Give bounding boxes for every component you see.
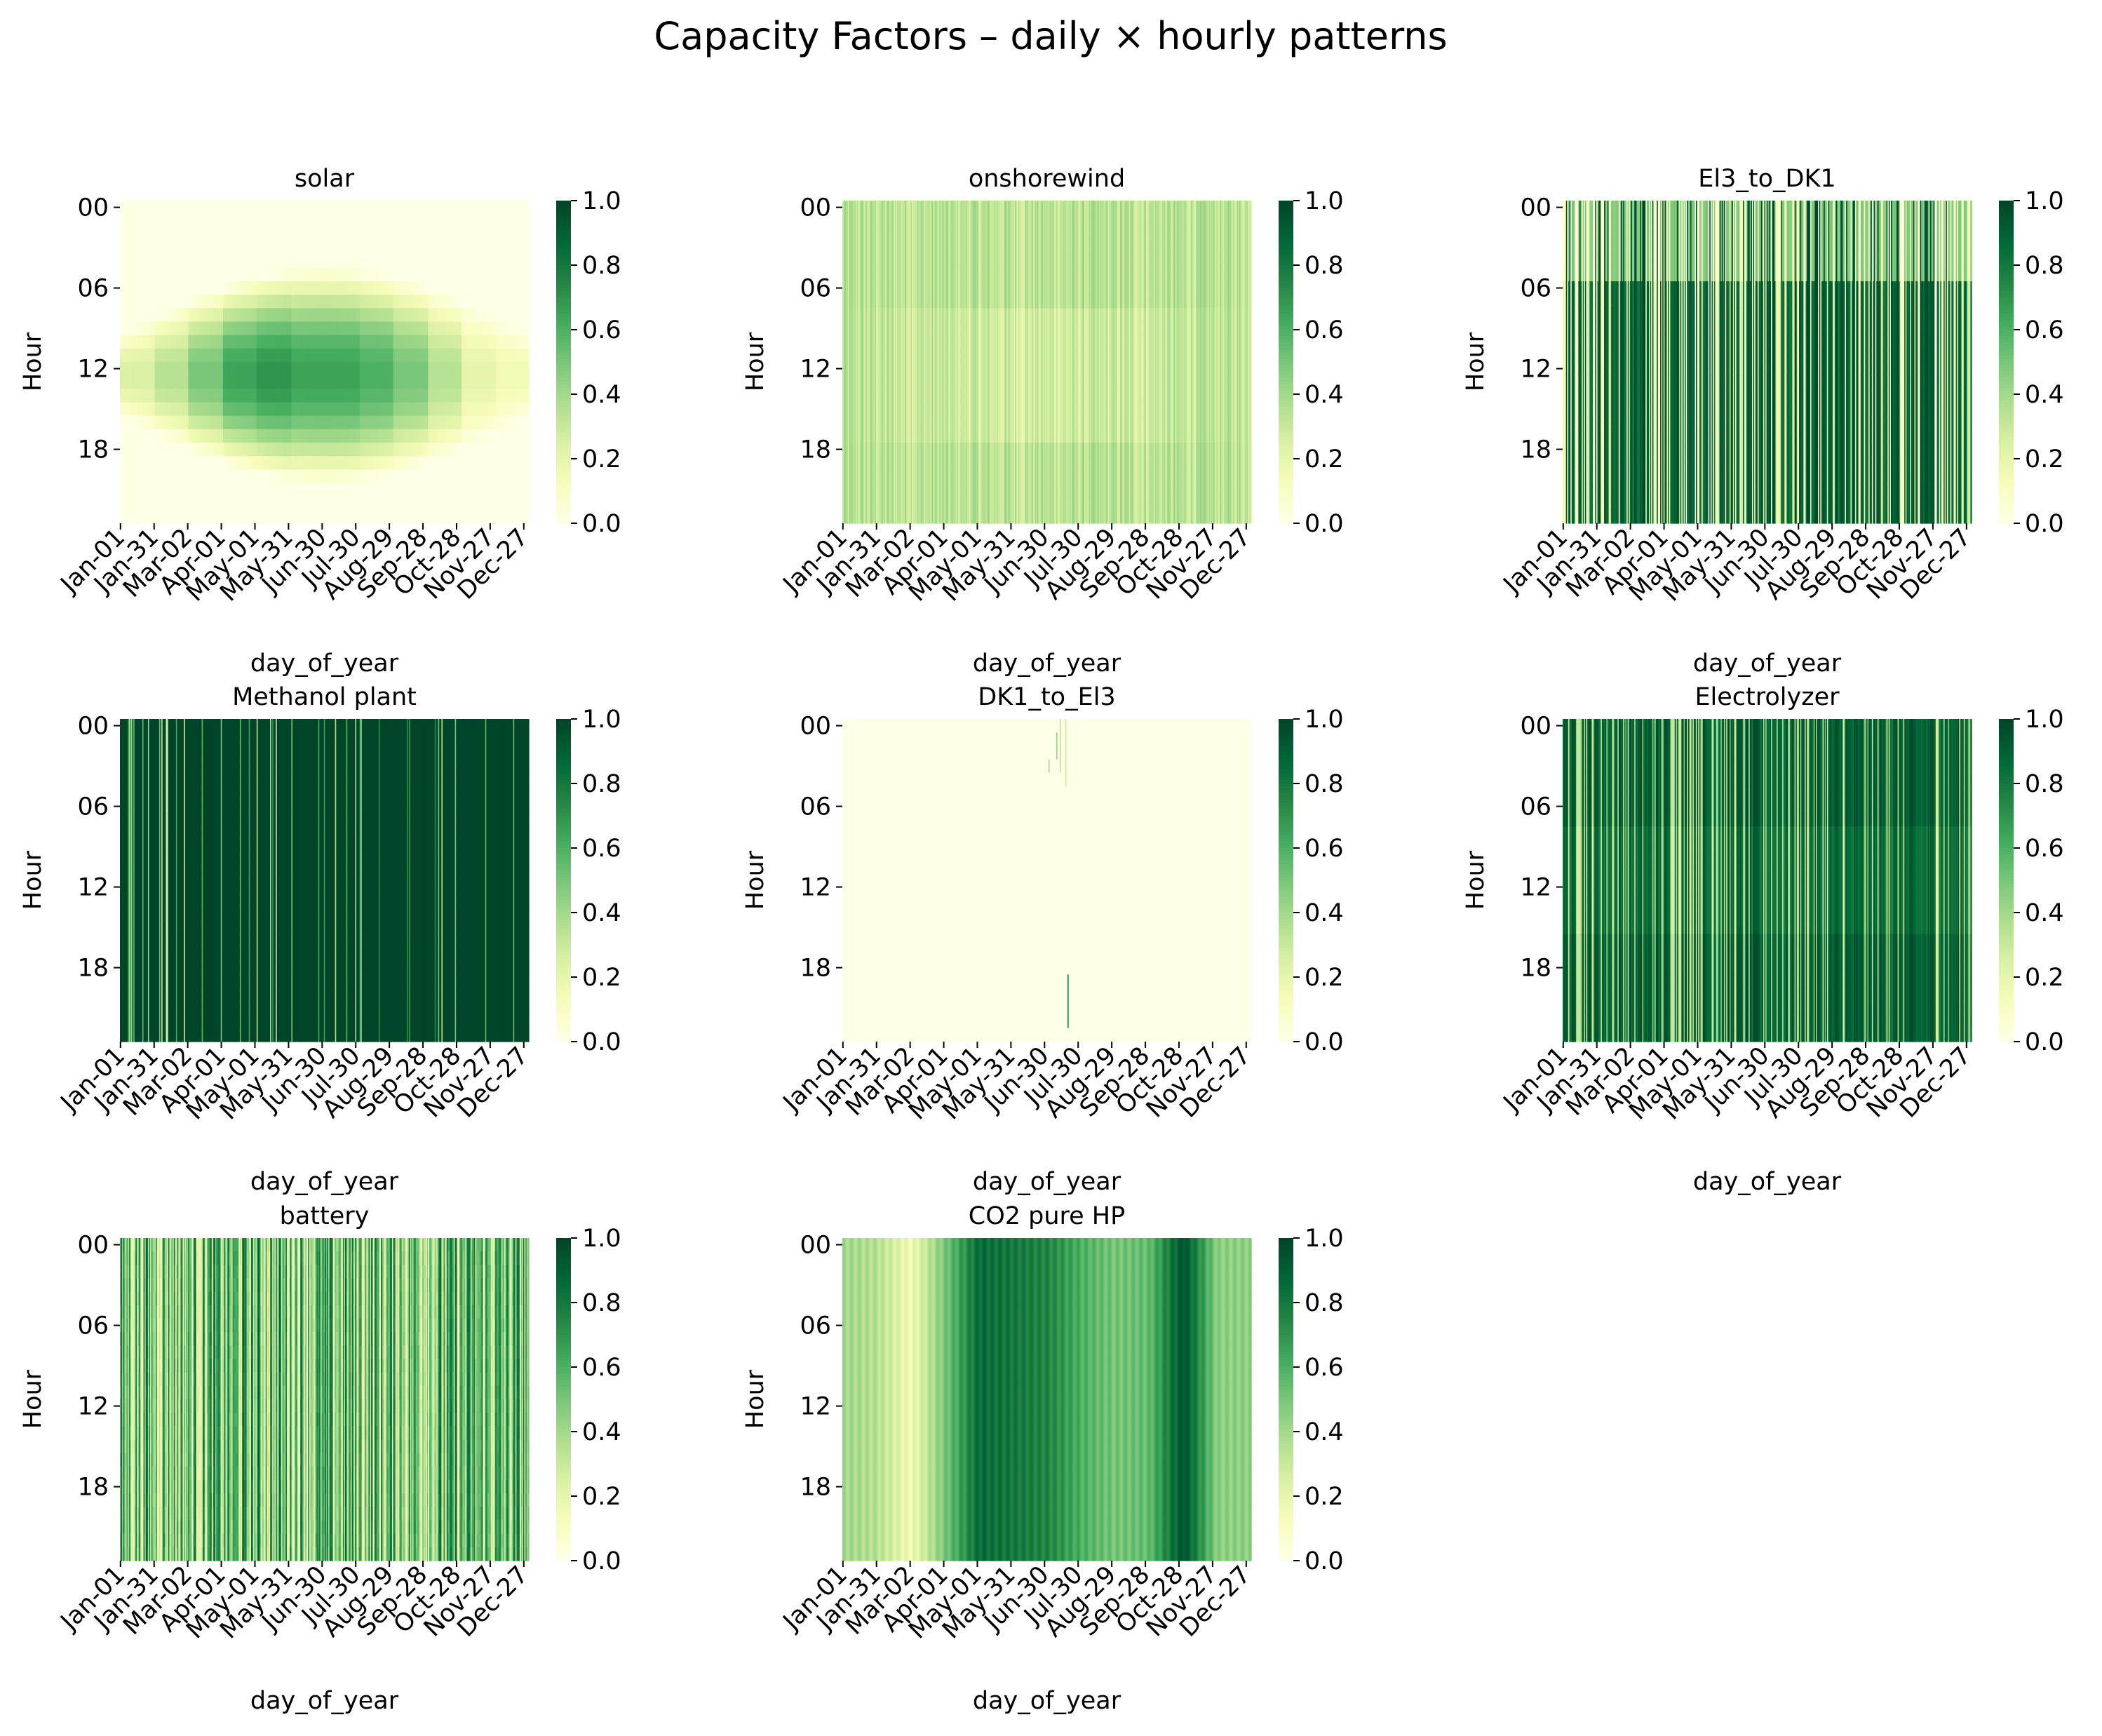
panels: solar00061218HourJan-01Jan-31Mar-02Apr-0… bbox=[19, 165, 2064, 1715]
figure-title: Capacity Factors – daily × hourly patter… bbox=[654, 14, 1447, 58]
panel-solar: solar00061218HourJan-01Jan-31Mar-02Apr-0… bbox=[19, 165, 621, 678]
panel-title: solar bbox=[295, 165, 355, 193]
heatmap bbox=[120, 201, 530, 524]
